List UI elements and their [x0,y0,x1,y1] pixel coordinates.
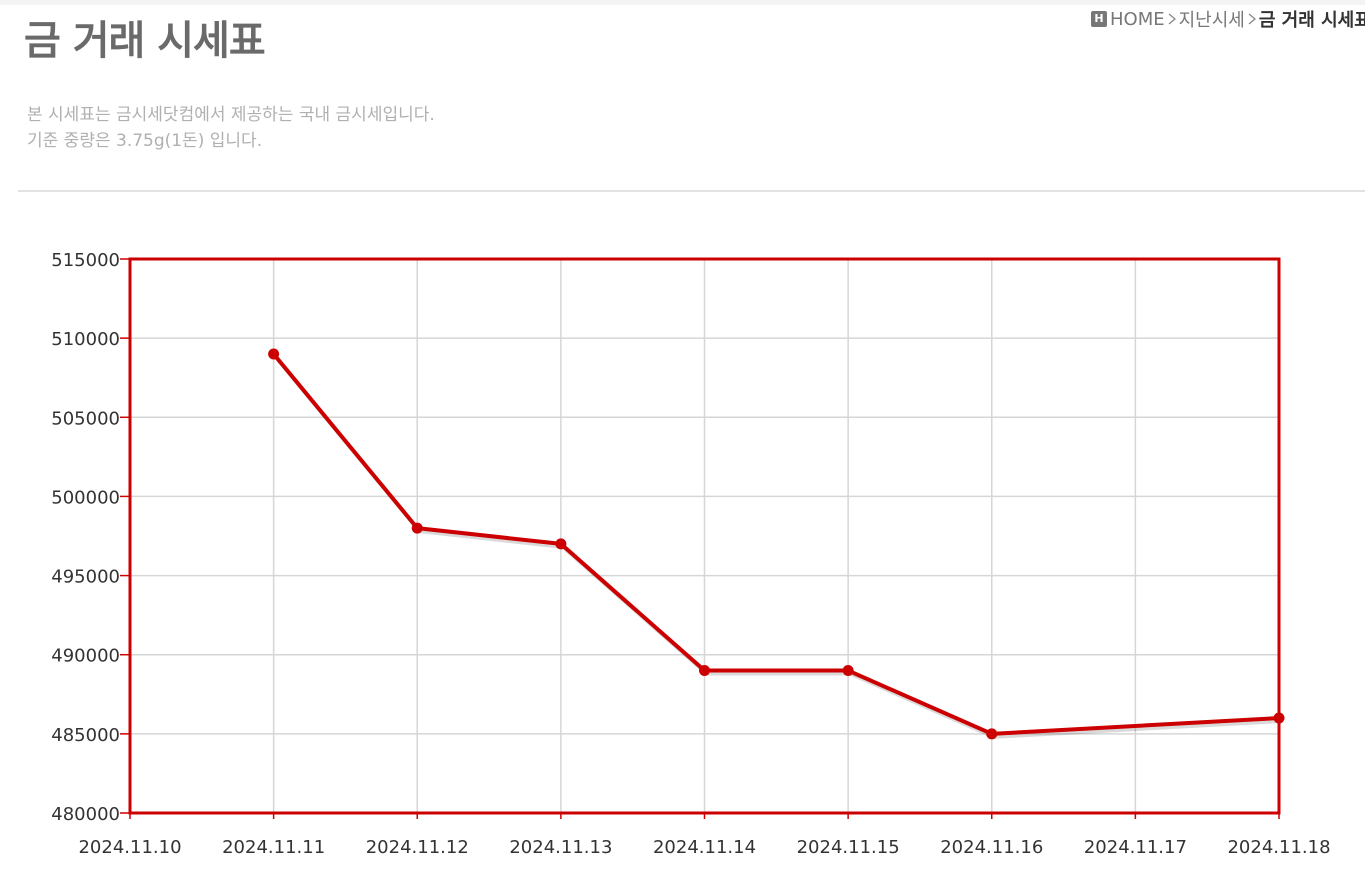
breadcrumb-item[interactable]: 지난시세 [1178,10,1245,31]
page-title: 금 거래 시세표 [24,18,266,64]
x-tick-label: 2024.11.17 [1084,837,1187,858]
x-tick-label: 2024.11.11 [222,837,325,858]
description: 본 시세표는 금시세닷컴에서 제공하는 국내 금시세입니다. 기준 중량은 3.… [27,102,435,154]
data-point [555,538,567,550]
y-tick-label: 500000 [51,487,120,508]
home-icon[interactable]: H [1091,11,1107,27]
chart: 2024.11.10 2024.11.11 2024.11.12 2024.11.13… [51,250,1330,858]
y-tick-label: 515000 [51,250,120,271]
data-point [411,522,423,534]
top-bar [0,0,1365,5]
data-point [1273,712,1285,724]
description-line: 본 시세표는 금시세닷컴에서 제공하는 국내 금시세입니다. [27,105,435,125]
y-tick-label: 485000 [51,725,120,746]
data-point [842,665,854,677]
divider [18,190,1365,192]
x-tick-label: 2024.11.16 [940,837,1043,858]
data-point [268,348,280,360]
x-tick-label: 2024.11.13 [509,837,612,858]
y-tick-label: 490000 [51,646,120,667]
x-tick-label: 2024.11.12 [366,837,469,858]
x-tick-label: 2024.11.15 [797,837,900,858]
breadcrumb-item[interactable]: HOME [1110,8,1165,30]
breadcrumb-current: 금 거래 시세표 [1258,10,1365,31]
x-tick-label: 2024.11.10 [78,837,181,858]
description-line: 기준 중량은 3.75g(1돈) 입니다. [27,131,263,151]
plot-frame [128,257,1281,815]
breadcrumb-separator [1248,13,1256,25]
line-shadow [274,355,1282,739]
data-point [986,728,998,740]
y-tick-label: 495000 [51,567,120,588]
breadcrumb-separator [1168,13,1176,25]
y-tick-label: 505000 [51,408,120,429]
x-tick-label: 2024.11.14 [653,837,756,858]
breadcrumb: H HOME 지난시세 금 거래 시세표 [1088,6,1365,32]
x-tick-label: 2024.11.18 [1227,837,1330,858]
y-tick-label: 510000 [51,329,120,350]
data-point [699,665,710,677]
y-tick-label: 480000 [51,804,120,825]
data-line [272,352,1280,736]
